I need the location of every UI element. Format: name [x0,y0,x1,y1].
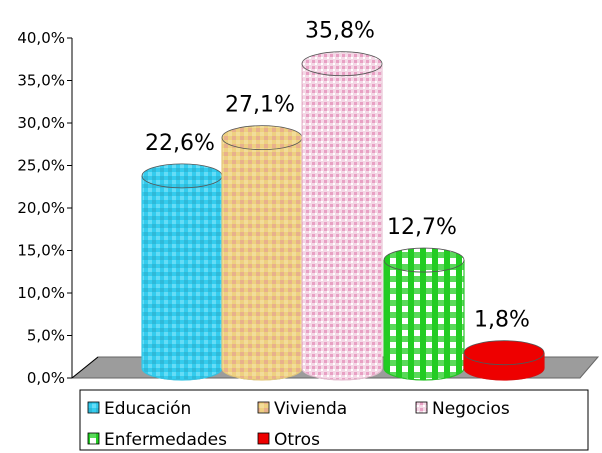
bar-educación [141,163,223,381]
legend-item-enfermedades: Enfermedades [87,430,227,450]
y-tick-label: 10,0% [17,284,65,302]
bar-negocios [301,51,383,381]
cylinder-body [383,260,465,381]
cylinder-body [301,63,383,381]
legend-item-vivienda: Vivienda [257,399,347,419]
legend-label: Otros [274,430,320,450]
y-tick-label: 0,0% [27,369,65,387]
cylinder-top [141,163,223,189]
data-label: 1,8% [474,308,530,333]
legend-swatch [87,401,100,414]
legend-item-otros: Otros [257,430,320,450]
legend-swatch [257,401,270,414]
legend-label: Enfermedades [104,430,227,450]
bar-enfermedades [383,247,465,381]
data-label: 27,1% [225,93,295,118]
cylinder-top [463,340,545,366]
y-tick-label: 15,0% [17,242,65,260]
legend-label: Negocios [432,399,510,419]
data-label: 12,7% [387,215,457,240]
bar-otros [463,340,545,381]
legend-item-negocios: Negocios [415,399,510,419]
data-label: 22,6% [145,131,215,156]
cylinder-body [221,137,303,381]
legend-label: Educación [104,399,191,419]
cylinder-top [301,51,383,77]
bar-vivienda [221,125,303,381]
y-tick-label: 25,0% [17,157,65,175]
cylinder-top [221,125,303,151]
y-tick-label: 20,0% [17,199,65,217]
legend-swatch [257,432,270,445]
legend-swatch [87,432,100,445]
y-tick-label: 35,0% [17,72,65,90]
data-label: 35,8% [305,19,375,44]
cylinder-top [383,247,465,273]
legend-label: Vivienda [274,399,347,419]
axis-corner-line [71,356,99,379]
legend-item-educación: Educación [87,399,191,419]
cylinder-body [141,175,223,381]
legend-box [79,389,589,451]
legend-swatch [415,401,428,414]
y-tick-label: 40,0% [17,29,65,47]
y-tick-label: 5,0% [27,327,65,345]
y-tick-label: 30,0% [17,114,65,132]
